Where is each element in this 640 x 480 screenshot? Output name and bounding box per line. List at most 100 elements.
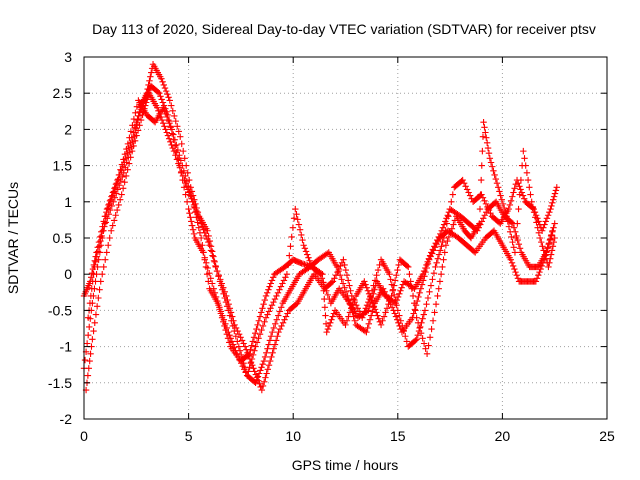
data-point (169, 107, 176, 114)
data-point (321, 295, 328, 303)
data-point (187, 214, 194, 221)
data-point (245, 352, 252, 360)
data-point (95, 294, 102, 302)
data-point (175, 128, 182, 135)
data-point (225, 300, 232, 308)
data-point (487, 209, 494, 217)
data-point (403, 338, 410, 345)
data-point (513, 272, 520, 279)
data-point (93, 271, 100, 278)
data-point (300, 242, 307, 249)
data-point (362, 281, 369, 288)
data-point (95, 256, 102, 263)
data-point (391, 291, 398, 299)
data-point (551, 220, 558, 227)
data-point (264, 366, 271, 373)
data-point (203, 271, 211, 278)
data-point (259, 305, 266, 312)
data-point (462, 183, 469, 190)
data-point (373, 272, 380, 279)
data-point (205, 232, 212, 240)
data-point (160, 81, 167, 89)
data-point (266, 357, 274, 365)
data-point (247, 359, 254, 367)
data-point (415, 293, 422, 301)
data-point (180, 147, 187, 155)
data-point (492, 175, 500, 183)
data-point (156, 90, 163, 97)
data-point (349, 300, 357, 308)
data-point (550, 224, 557, 231)
data-point (430, 269, 438, 277)
data-point (536, 234, 544, 242)
data-point (253, 374, 261, 381)
data-point (302, 248, 310, 255)
data-point (121, 151, 129, 158)
data-point (271, 295, 279, 303)
data-point (365, 290, 373, 298)
data-point (521, 195, 528, 202)
data-point (257, 367, 264, 374)
data-point (364, 324, 371, 332)
data-point (256, 380, 263, 388)
data-point (520, 147, 527, 155)
data-point (344, 277, 352, 284)
data-point (391, 277, 399, 284)
data-point (177, 133, 184, 140)
data-point (363, 284, 370, 291)
data-point (510, 224, 518, 231)
data-point (81, 356, 89, 364)
data-point (341, 284, 348, 291)
data-point (324, 250, 331, 257)
data-point (413, 314, 420, 321)
data-point (506, 201, 514, 209)
data-point (123, 159, 130, 166)
data-point (396, 290, 403, 298)
data-point (411, 306, 419, 313)
data-point (196, 229, 204, 237)
data-point (403, 262, 411, 270)
data-point (529, 203, 537, 211)
data-point (304, 251, 311, 258)
data-point (447, 229, 454, 237)
data-point (254, 321, 261, 329)
data-point (214, 267, 221, 275)
data-point (409, 284, 417, 291)
data-point (547, 235, 554, 243)
data-point (394, 266, 401, 274)
data-point (347, 287, 354, 294)
data-point (412, 337, 419, 344)
data-point (276, 308, 283, 315)
data-point (87, 315, 94, 322)
data-point (279, 319, 287, 327)
data-point (476, 205, 484, 213)
data-point (219, 312, 226, 319)
data-point (105, 242, 112, 249)
data-point (423, 264, 430, 272)
data-point (548, 247, 556, 254)
data-point (190, 230, 198, 238)
data-point (110, 217, 118, 224)
data-point (432, 263, 439, 271)
data-point (511, 185, 518, 192)
data-point (397, 287, 404, 294)
data-point (482, 200, 490, 208)
data-point (438, 243, 445, 250)
data-point (176, 152, 183, 159)
data-point (392, 296, 399, 304)
data-point (365, 298, 372, 306)
data-point (392, 313, 400, 320)
data-point (259, 360, 266, 368)
data-point (460, 179, 468, 187)
data-point (91, 319, 98, 327)
data-point (422, 268, 429, 276)
data-point (436, 278, 444, 285)
data-point (188, 193, 195, 200)
data-point (532, 214, 539, 221)
data-point (328, 316, 335, 323)
data-point (421, 307, 429, 314)
data-point (377, 321, 385, 329)
data-point (162, 126, 169, 133)
data-point (345, 296, 352, 304)
data-point (433, 259, 440, 267)
